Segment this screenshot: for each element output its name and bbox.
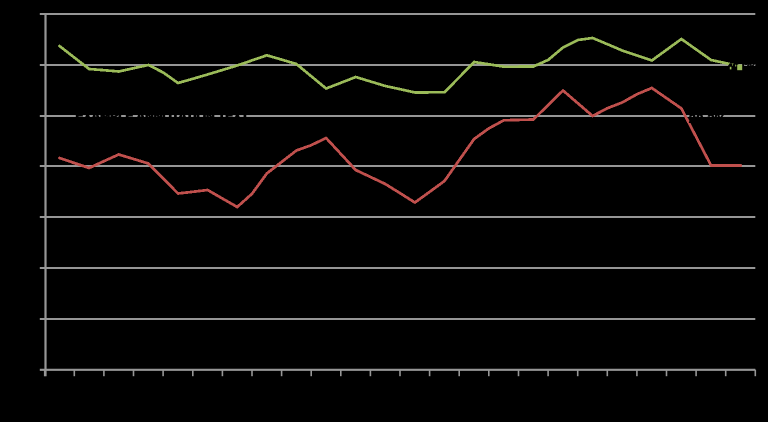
svg-text:28.3%: 28.3% [689, 112, 726, 126]
svg-text:28.3%: 28.3% [689, 112, 726, 126]
svg-text:EXAMPLE ANNOTATION TEXT: EXAMPLE ANNOTATION TEXT [75, 109, 249, 123]
svg-text:EXAMPLE ANNOTATION TEXT: EXAMPLE ANNOTATION TEXT [76, 109, 250, 123]
svg-text:49.6%: 49.6% [728, 62, 758, 74]
